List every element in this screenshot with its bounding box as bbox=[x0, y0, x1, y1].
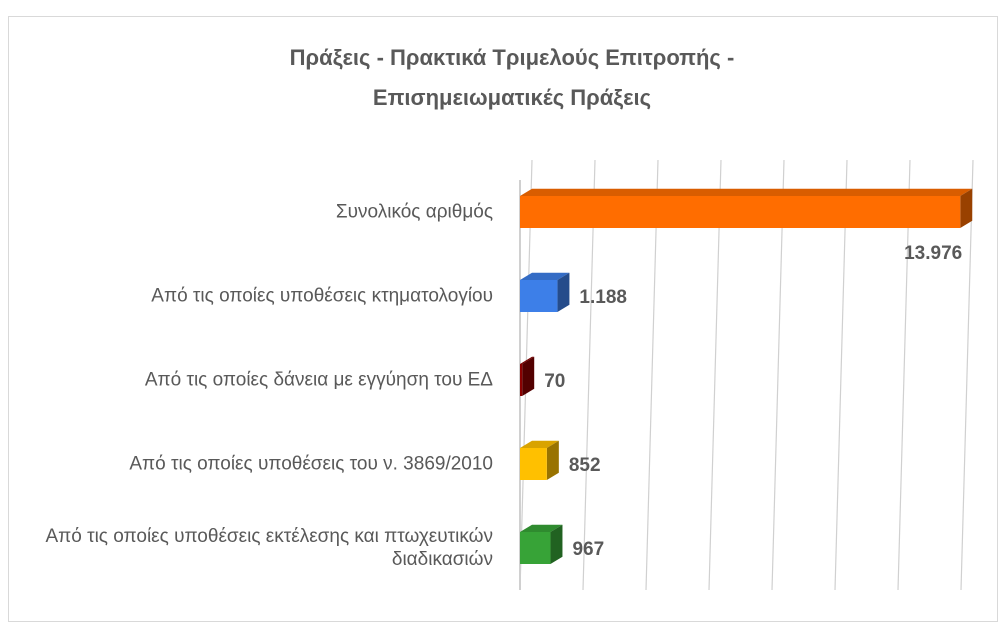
category-label: Από τις οποίες δάνεια με εγγύηση του ΕΔ bbox=[144, 369, 493, 391]
bar-top bbox=[520, 188, 973, 196]
grid-line bbox=[834, 159, 848, 591]
category-label: Από τις οποίες υποθέσεις του ν. 3869/201… bbox=[129, 453, 493, 475]
bar-top bbox=[520, 524, 563, 532]
value-label: 967 bbox=[572, 539, 604, 560]
bar-side bbox=[522, 356, 535, 396]
bar-top bbox=[520, 272, 570, 280]
grid-line bbox=[960, 159, 974, 591]
bar-side bbox=[546, 440, 559, 480]
bar bbox=[520, 364, 523, 396]
value-label: 70 bbox=[544, 371, 565, 392]
grid-line bbox=[897, 159, 911, 591]
chart-title: Πράξεις - Πρακτικά Τριμελούς Επιτροπής -… bbox=[289, 45, 735, 110]
bar bbox=[520, 532, 551, 564]
value-label: 1.188 bbox=[579, 287, 627, 308]
value-label: 852 bbox=[569, 455, 601, 476]
chart-frame bbox=[8, 16, 998, 622]
bar-top bbox=[520, 440, 559, 448]
grid-line bbox=[708, 159, 722, 591]
bar-side bbox=[550, 524, 563, 564]
grid-line bbox=[645, 159, 659, 591]
category-label: Από τις οποίες υποθέσεις κτηματολογίου bbox=[151, 285, 493, 307]
category-label: Από τις οποίες υποθέσεις εκτέλεσης και π… bbox=[45, 526, 493, 570]
bar-side bbox=[960, 188, 973, 228]
bar bbox=[520, 448, 547, 480]
grid-line bbox=[771, 159, 785, 591]
category-label: Συνολικός αριθμός bbox=[335, 201, 493, 223]
value-label: 13.976 bbox=[904, 243, 962, 264]
bar bbox=[520, 280, 558, 312]
bar-side bbox=[557, 272, 570, 312]
grid-line bbox=[582, 159, 596, 591]
bar-top bbox=[520, 356, 535, 364]
bar bbox=[520, 196, 961, 228]
